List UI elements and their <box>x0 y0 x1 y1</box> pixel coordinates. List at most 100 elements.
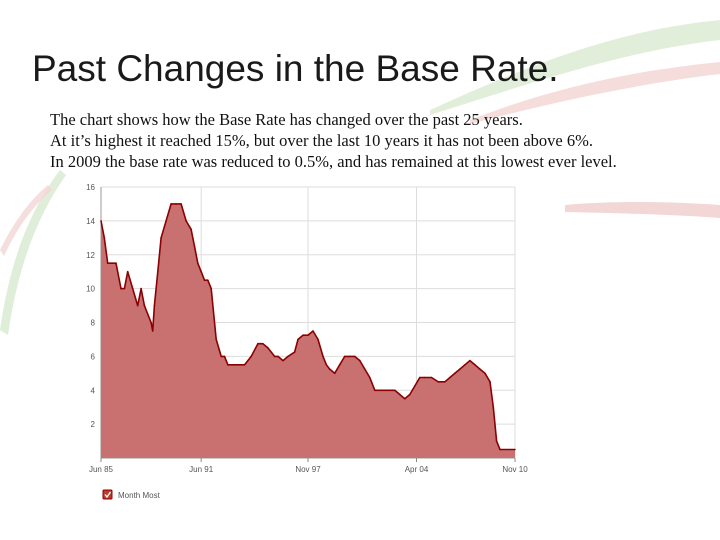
x-tick-label: Jun 85 <box>89 465 114 474</box>
data-point <box>514 448 516 451</box>
data-point <box>150 321 152 324</box>
swoosh-green-left <box>0 170 66 335</box>
data-point <box>479 368 481 370</box>
data-point <box>273 355 276 358</box>
data-point <box>250 355 252 358</box>
x-tick-label: Nov 10 <box>502 465 528 474</box>
data-point <box>302 334 304 337</box>
data-point <box>106 262 109 265</box>
data-point <box>495 440 498 442</box>
data-point <box>146 313 149 315</box>
legend-checkbox[interactable] <box>102 489 113 500</box>
data-point <box>437 381 440 383</box>
data-point <box>385 389 388 392</box>
data-point <box>175 203 177 205</box>
data-point <box>459 368 461 370</box>
data-point <box>430 376 433 379</box>
data-point <box>469 359 471 362</box>
check-icon <box>104 491 112 499</box>
data-point <box>348 355 351 358</box>
data-point <box>419 376 421 379</box>
y-tick-label: 12 <box>86 251 95 260</box>
data-point <box>343 355 346 358</box>
data-point <box>399 393 401 396</box>
y-tick-label: 4 <box>91 386 96 395</box>
series-line <box>100 203 515 451</box>
data-point <box>203 279 206 282</box>
data-point <box>257 342 259 345</box>
data-point <box>151 330 154 332</box>
data-point <box>193 245 196 248</box>
data-point <box>262 342 264 345</box>
data-point <box>499 448 501 451</box>
data-point <box>100 220 102 222</box>
data-point <box>312 330 314 332</box>
data-point <box>464 364 466 366</box>
data-point <box>359 359 361 362</box>
data-point <box>374 389 376 392</box>
data-point <box>414 385 416 387</box>
slide-title: Past Changes in the Base Rate. <box>32 48 559 89</box>
data-point <box>267 347 269 349</box>
data-point <box>377 389 379 392</box>
data-point <box>200 270 202 273</box>
data-point <box>123 287 126 290</box>
y-tick-label: 14 <box>86 217 95 226</box>
data-point <box>223 355 226 358</box>
data-point <box>190 228 192 231</box>
y-tick-label: 10 <box>86 285 95 294</box>
swoosh-red-left <box>0 185 52 256</box>
data-point <box>237 364 239 366</box>
data-point <box>404 397 406 400</box>
data-point <box>126 270 129 273</box>
series-area <box>101 203 515 458</box>
data-point <box>489 381 491 383</box>
data-point <box>449 376 451 379</box>
data-point <box>293 351 296 353</box>
data-point <box>474 364 476 366</box>
x-tick-label: Apr 04 <box>405 465 429 474</box>
data-point <box>277 355 279 358</box>
data-point <box>136 304 139 307</box>
y-tick-label: 8 <box>91 319 96 328</box>
data-point <box>185 220 187 222</box>
data-point <box>325 364 328 366</box>
data-point <box>160 237 162 239</box>
data-point <box>197 262 199 265</box>
data-point <box>140 287 142 290</box>
data-point <box>115 262 117 265</box>
data-point <box>424 376 426 379</box>
data-point <box>409 393 411 396</box>
data-point <box>103 237 106 239</box>
body-line-3: In 2009 the base rate was reduced to 0.5… <box>50 152 617 171</box>
y-tick-label: 16 <box>86 183 95 192</box>
y-tick-label: 6 <box>91 352 96 361</box>
data-point <box>131 287 134 290</box>
data-point <box>287 355 289 358</box>
swoosh-red-right <box>565 201 720 218</box>
data-point <box>110 262 112 265</box>
data-point <box>180 203 182 205</box>
data-point <box>157 270 159 273</box>
data-point <box>120 287 122 290</box>
data-point <box>215 338 217 341</box>
data-point <box>227 364 229 366</box>
data-point <box>165 220 167 222</box>
data-point <box>220 355 222 358</box>
data-point <box>394 389 396 392</box>
data-point <box>297 338 299 341</box>
data-point <box>492 406 495 409</box>
chart-legend[interactable]: Month Most <box>102 489 161 500</box>
data-point <box>243 364 246 366</box>
legend-label: Month Most <box>118 491 161 500</box>
data-point <box>170 203 172 205</box>
data-point <box>353 355 356 358</box>
slide-body-text: The chart shows how the Base Rate has ch… <box>50 109 617 172</box>
swoosh-green-top-right <box>430 20 720 115</box>
data-point <box>444 381 446 383</box>
data-point <box>207 279 209 282</box>
body-line-1: The chart shows how the Base Rate has ch… <box>50 110 523 129</box>
x-tick-label: Jun 91 <box>189 465 214 474</box>
data-point <box>210 287 212 290</box>
